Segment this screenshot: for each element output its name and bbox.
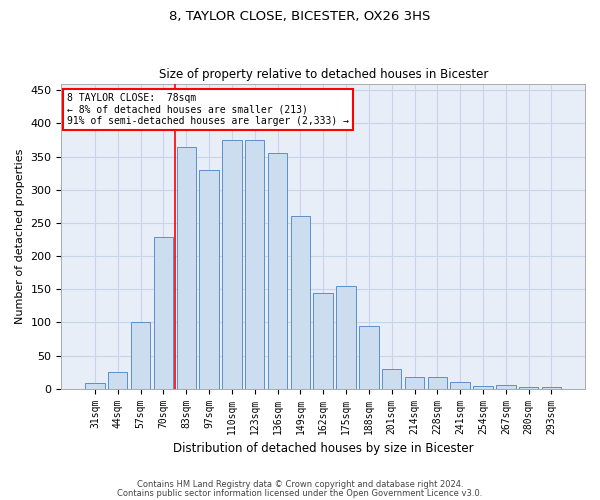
Bar [359, 326, 379, 388]
Bar [108, 372, 127, 388]
Text: Contains HM Land Registry data © Crown copyright and database right 2024.: Contains HM Land Registry data © Crown c… [137, 480, 463, 489]
Bar [154, 238, 173, 388]
Bar [290, 216, 310, 388]
Bar [382, 369, 401, 388]
Bar [428, 377, 447, 388]
Bar [268, 153, 287, 388]
Bar [313, 292, 333, 388]
Bar [199, 170, 219, 388]
Text: 8 TAYLOR CLOSE:  78sqm
← 8% of detached houses are smaller (213)
91% of semi-det: 8 TAYLOR CLOSE: 78sqm ← 8% of detached h… [67, 92, 349, 126]
Text: 8, TAYLOR CLOSE, BICESTER, OX26 3HS: 8, TAYLOR CLOSE, BICESTER, OX26 3HS [169, 10, 431, 23]
X-axis label: Distribution of detached houses by size in Bicester: Distribution of detached houses by size … [173, 442, 473, 455]
Bar [176, 146, 196, 388]
Text: Contains public sector information licensed under the Open Government Licence v3: Contains public sector information licen… [118, 489, 482, 498]
Bar [337, 286, 356, 388]
Bar [405, 377, 424, 388]
Y-axis label: Number of detached properties: Number of detached properties [15, 148, 25, 324]
Bar [496, 386, 515, 388]
Title: Size of property relative to detached houses in Bicester: Size of property relative to detached ho… [158, 68, 488, 81]
Bar [473, 386, 493, 388]
Bar [131, 322, 150, 388]
Bar [245, 140, 265, 388]
Bar [85, 384, 104, 388]
Bar [451, 382, 470, 388]
Bar [222, 140, 242, 388]
